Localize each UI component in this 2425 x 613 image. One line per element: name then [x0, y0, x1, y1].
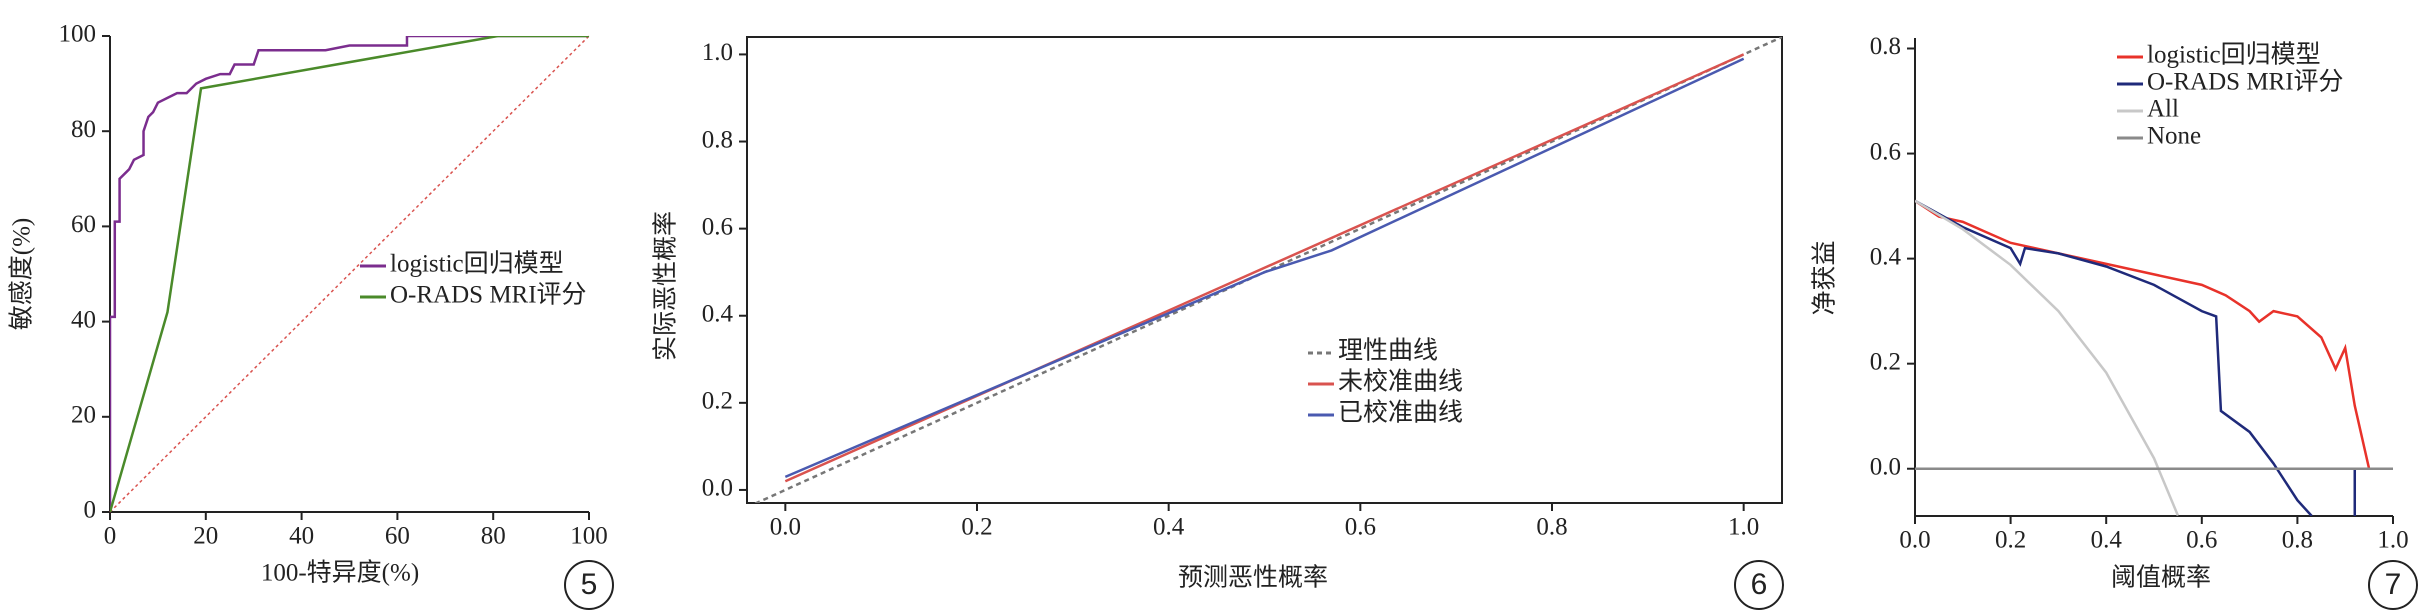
y-tick-label: 0.0 — [702, 475, 733, 502]
x-tick-label: 0.0 — [1899, 527, 1930, 554]
x-tick-label: 1.0 — [1728, 514, 1759, 541]
panel-badge — [1734, 560, 1784, 610]
panel-badge — [564, 560, 614, 610]
y-tick-label: 20 — [71, 402, 96, 429]
y-tick-label: 0.2 — [1870, 348, 1901, 375]
y-tick-label: 80 — [71, 116, 96, 143]
y-tick-label: 0.6 — [1870, 138, 1901, 165]
legend-label: logistic回归模型 — [390, 250, 564, 278]
x-tick-label: 0.8 — [1536, 514, 1567, 541]
x-tick-label: 40 — [289, 523, 314, 550]
series-line — [1915, 199, 2180, 516]
y-tick-label: 0.6 — [702, 213, 733, 240]
legend-label: None — [2147, 123, 2201, 150]
y-axis-label: 敏感度(%) — [8, 218, 36, 330]
y-tick-label: 0 — [84, 497, 97, 524]
series-line — [784, 53, 1745, 483]
y-axis-label: 净获益 — [1811, 240, 1839, 315]
x-axis-label: 预测恶性概率 — [1178, 564, 1328, 592]
x-tick-label: 60 — [385, 523, 410, 550]
y-tick-label: 0.4 — [702, 300, 734, 327]
y-tick-label: 0.2 — [702, 388, 733, 415]
x-axis-label: 阈值概率 — [2111, 564, 2211, 592]
x-tick-label: 0.6 — [1345, 514, 1376, 541]
series-line — [784, 57, 1745, 479]
x-tick-label: 0.2 — [961, 514, 992, 541]
x-tick-label: 0 — [104, 523, 117, 550]
legend-label: 未校准曲线 — [1338, 368, 1463, 396]
x-tick-label: 0.4 — [1153, 514, 1185, 541]
y-tick-label: 0.8 — [1870, 33, 1901, 60]
y-tick-label: 40 — [71, 306, 96, 333]
panel-label: 6 — [1751, 568, 1768, 601]
plot-area — [110, 36, 589, 512]
legend-label: All — [2147, 96, 2179, 123]
series-line — [1915, 199, 2393, 470]
y-tick-label: 0.4 — [1870, 243, 1902, 270]
y-tick-label: 0.0 — [1870, 453, 1901, 480]
legend-label: 已校准曲线 — [1338, 399, 1463, 427]
y-tick-label: 60 — [71, 211, 96, 238]
legend-label: O-RADS MRI评分 — [390, 281, 587, 309]
x-tick-label: 100 — [570, 523, 608, 550]
x-tick-label: 20 — [193, 523, 218, 550]
y-tick-label: 0.8 — [702, 126, 733, 153]
x-axis-label: 100-特异度(%) — [261, 559, 419, 587]
panel-label: 5 — [581, 568, 598, 601]
x-tick-label: 0.8 — [2282, 527, 2313, 554]
plot-area — [1915, 199, 2393, 516]
x-tick-label: 0.6 — [2186, 527, 2217, 554]
panel-badge — [2368, 560, 2418, 610]
y-axis-label: 实际恶性概率 — [652, 211, 680, 361]
legend-label: 理性曲线 — [1338, 337, 1438, 365]
reference-diagonal — [109, 35, 590, 513]
legend-label: O-RADS MRI评分 — [2147, 68, 2344, 96]
x-tick-label: 80 — [481, 523, 506, 550]
y-tick-label: 100 — [59, 21, 97, 48]
x-tick-label: 1.0 — [2377, 527, 2408, 554]
x-tick-label: 0.0 — [770, 514, 801, 541]
legend-label: logistic回归模型 — [2147, 41, 2321, 69]
series-line — [110, 36, 589, 512]
plot-frame — [746, 36, 1783, 504]
x-tick-label: 0.2 — [1995, 527, 2026, 554]
panel-label: 7 — [2385, 568, 2402, 601]
series-line — [110, 36, 589, 512]
x-tick-label: 0.4 — [2091, 527, 2123, 554]
plot-area — [753, 37, 1782, 503]
y-tick-label: 1.0 — [702, 39, 733, 66]
